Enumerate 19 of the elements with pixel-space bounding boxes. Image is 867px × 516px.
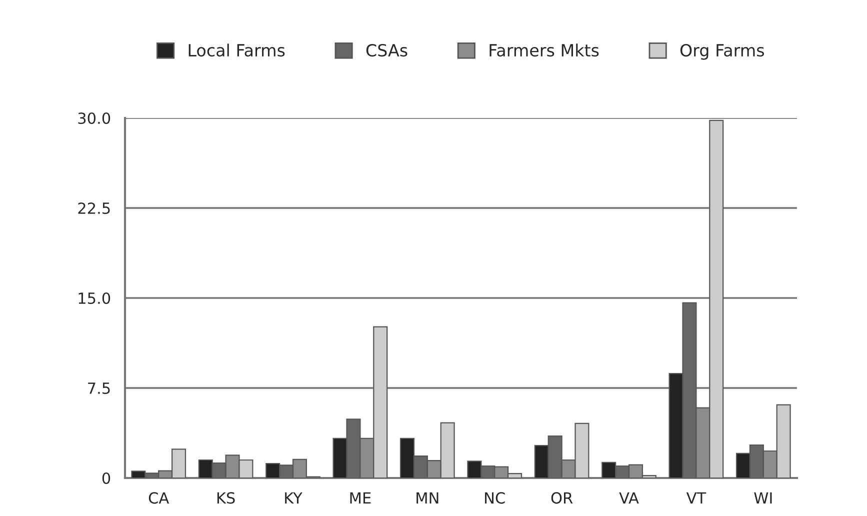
x-tick-label: KY [285, 492, 302, 504]
legend-label: Local Farms [188, 44, 285, 57]
x-tick-label: WI [754, 492, 772, 504]
x-tick-label: MN [416, 492, 438, 504]
x-tick-label: ME [350, 492, 371, 504]
legend-label: Org Farms [680, 44, 764, 60]
y-tick-label: 0 [102, 472, 110, 484]
legend-label: CSAs [366, 44, 408, 57]
legend-label: Farmers Mkts [490, 44, 599, 57]
x-tick-label: OR [551, 492, 573, 504]
x-tick-label: KS [217, 492, 235, 504]
y-tick-label: 22.5 [78, 202, 110, 214]
y-tick-label: 7.5 [88, 382, 110, 394]
x-tick-label: VA [619, 492, 639, 504]
x-tick-label: NC [485, 492, 505, 504]
y-tick-label: 30.0 [78, 112, 110, 124]
x-tick-label: CA [148, 492, 170, 504]
x-tick-label: VT [686, 492, 706, 504]
y-tick-label: 15.0 [78, 292, 110, 304]
